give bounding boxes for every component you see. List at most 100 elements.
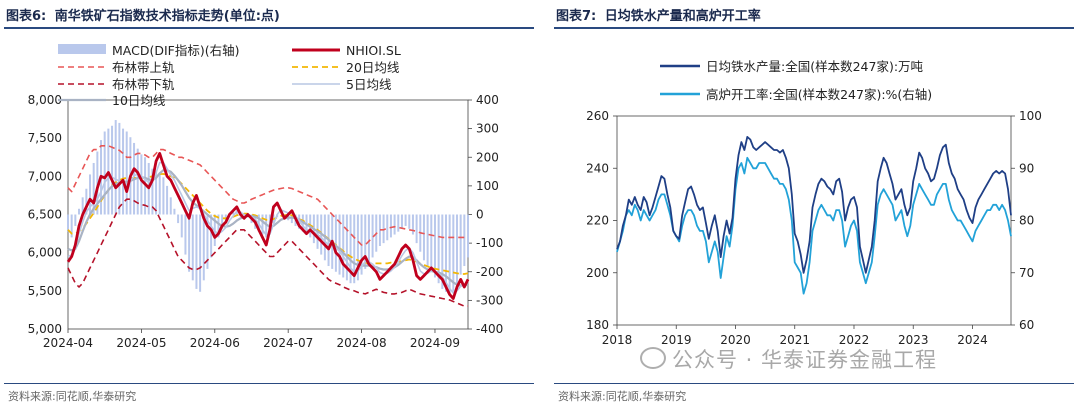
macd-bar [415,214,418,244]
x-tick-label: 2023 [898,333,929,347]
macd-bar [452,214,455,292]
macd-bar [202,214,205,281]
macd-bar [463,214,466,267]
nanhua-iron-ore-chart: 8,000 7,500 7,000 6,500 6,000 5,500 5,000 400 30… [28,43,504,350]
macd-bar [177,214,180,224]
macd-bar [265,214,268,238]
macd-bar [378,214,381,246]
y-tick-label: 220 [586,214,609,228]
macd-bar [158,174,161,215]
figure-7-caption: 日均铁水产量和高炉开工率 [604,9,761,24]
y-tick-label: 260 [586,109,609,123]
macd-bar [232,211,235,215]
figure-6-panel: 图表6: 南华铁矿石指数技术指标走势(单位:点) 8,000 7,500 7,000… [4,5,534,403]
macd-bar [114,120,117,215]
figure-6-source: 资料来源:同花顺,华泰研究 [8,390,137,403]
macd-bar [367,214,370,264]
macd-bar [81,197,84,215]
y-tick-label: 6,500 [28,208,62,222]
macd-bar [151,168,154,215]
y-tick-label: 5,000 [28,322,62,336]
macd-bar [173,208,176,215]
macd-bar [67,214,69,232]
macd-bar [356,214,359,281]
macd-bar [290,214,293,224]
macd-bar [382,214,385,244]
macd-bar [386,214,389,241]
x-tick-label: 2022 [839,333,870,347]
macd-bar [221,214,224,229]
hot-metal-output-chart: 260 240 220 200 180 100 90 80 70 60 2018 2019 2020 20… [586,59,1042,347]
legend-label-5: 5日均线 [346,77,392,92]
x-tick-label: 2024-04 [43,336,93,350]
legend-label-4: 布林带下轨 [112,77,175,92]
figure-7-bottom-rule [554,383,1074,384]
y2-tick-label: 100 [1019,109,1042,123]
figure-6-number: 图表6: [6,9,47,24]
macd-bar [397,214,400,232]
y2-tick-label: 100 [476,179,499,193]
macd-bar [118,122,121,215]
macd-bar [422,214,425,261]
y-tick-label: 180 [586,318,609,332]
x-tick-label: 2018 [602,333,633,347]
y2-tick-label: -200 [476,265,503,279]
macd-bar [191,214,194,281]
x-tick-label: 2024-05 [116,336,166,350]
figure-6-caption: 南华铁矿石指数技术指标走势(单位:点) [54,9,280,24]
x-tick-label: 2020 [720,333,751,347]
macd-bar [349,214,352,284]
wechat-watermark: 公众号 · 华泰证券金融工程 [640,344,937,374]
macd-bar [411,214,414,235]
macd-bar [455,214,458,284]
legend-label-2: 布林带上轨 [112,60,175,75]
macd-bar [441,214,444,289]
legend-swatch-0 [58,44,106,54]
macd-bar [334,214,337,272]
figure-6-title: 图表6: 南华铁矿石指数技术指标走势(单位:点) [6,5,284,24]
macd-bar [448,214,451,295]
y2-tick-label: 200 [476,150,499,164]
macd-bar [353,214,356,284]
macd-bar [393,214,396,235]
y2-tick-label: -300 [476,293,503,307]
macd-bar [166,185,169,215]
y-tick-label: 5,500 [28,284,62,298]
macd-bar [140,154,143,215]
macd-bar [169,197,172,215]
series-line-0 [66,152,470,300]
legend-label-6: 10日均线 [112,93,166,108]
macd-bar [261,214,264,235]
macd-bar [430,214,433,272]
y2-tick-label: 60 [1019,318,1034,332]
macd-bar [210,214,213,258]
macd-bar [195,214,198,289]
wechat-icon [640,347,666,369]
x-tick-label: 2024 [957,333,988,347]
y-tick-label: 7,000 [28,169,62,183]
series-line-4 [67,173,469,275]
macd-bar [400,214,403,229]
macd-bar [426,214,429,267]
series-line-2 [67,145,468,246]
plot-frame [67,99,469,330]
figure-7-number: 图表7: [556,9,597,24]
y-tick-label: 7,500 [28,131,62,145]
macd-bar [70,214,73,238]
macd-bar [437,214,440,284]
macd-bar [459,214,462,275]
x-tick-label: 2024-07 [263,336,313,350]
macd-bar [199,214,202,292]
macd-bar [111,125,114,215]
x-tick-label: 2019 [661,333,692,347]
y-tick-label: 8,000 [28,93,62,107]
macd-bar [85,188,88,215]
series-line-6 [67,169,469,287]
figure-7-source: 资料来源:同花顺,华泰研究 [558,390,687,403]
series-line-3 [67,198,468,307]
macd-bar [467,214,469,258]
macd-bar [180,214,183,238]
x-tick-label: 2024-09 [410,336,460,350]
legend-label-3: 20日均线 [346,60,400,75]
y2-tick-label: 300 [476,122,499,136]
